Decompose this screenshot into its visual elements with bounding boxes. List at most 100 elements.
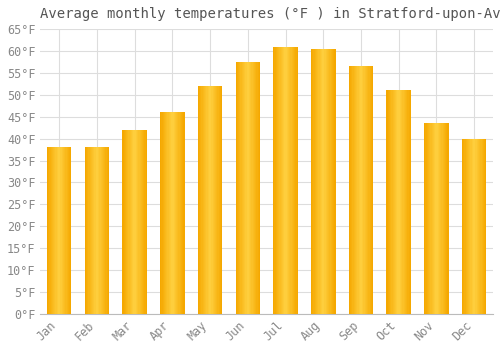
Bar <box>50 147 52 314</box>
Bar <box>352 66 354 314</box>
Bar <box>104 147 106 314</box>
Bar <box>372 66 374 314</box>
Bar <box>208 86 209 314</box>
Bar <box>293 47 294 314</box>
Bar <box>180 112 181 314</box>
Bar <box>276 47 277 314</box>
Bar <box>360 66 361 314</box>
Bar <box>440 123 442 314</box>
Bar <box>215 86 216 314</box>
Bar <box>406 90 407 314</box>
Bar <box>52 147 53 314</box>
Bar <box>470 139 472 314</box>
Bar <box>444 123 445 314</box>
Bar <box>181 112 182 314</box>
Bar <box>175 112 176 314</box>
Bar <box>472 139 473 314</box>
Bar <box>394 90 395 314</box>
Bar <box>286 47 287 314</box>
Bar <box>242 62 243 314</box>
Bar <box>200 86 202 314</box>
Bar <box>434 123 436 314</box>
Bar <box>479 139 480 314</box>
Bar <box>311 49 312 314</box>
Bar <box>128 130 130 314</box>
Bar <box>63 147 64 314</box>
Bar <box>259 62 260 314</box>
Bar <box>468 139 469 314</box>
Bar <box>277 47 278 314</box>
Bar <box>361 66 362 314</box>
Bar <box>221 86 222 314</box>
Bar <box>314 49 316 314</box>
Bar <box>274 47 298 314</box>
Bar <box>358 66 360 314</box>
Bar <box>432 123 433 314</box>
Bar <box>96 147 97 314</box>
Bar <box>220 86 221 314</box>
Bar <box>236 62 260 314</box>
Bar <box>236 62 237 314</box>
Bar <box>140 130 142 314</box>
Bar <box>326 49 327 314</box>
Bar <box>464 139 466 314</box>
Bar <box>433 123 434 314</box>
Bar <box>202 86 204 314</box>
Bar <box>90 147 91 314</box>
Bar <box>182 112 184 314</box>
Bar <box>138 130 140 314</box>
Bar <box>93 147 94 314</box>
Bar <box>62 147 63 314</box>
Bar <box>398 90 400 314</box>
Bar <box>392 90 394 314</box>
Bar <box>332 49 333 314</box>
Bar <box>402 90 404 314</box>
Bar <box>324 49 326 314</box>
Bar <box>476 139 478 314</box>
Bar <box>462 139 486 314</box>
Bar <box>278 47 280 314</box>
Bar <box>64 147 66 314</box>
Bar <box>136 130 137 314</box>
Bar <box>466 139 467 314</box>
Bar <box>216 86 218 314</box>
Bar <box>312 49 314 314</box>
Bar <box>429 123 430 314</box>
Bar <box>102 147 103 314</box>
Bar <box>482 139 483 314</box>
Bar <box>462 139 463 314</box>
Bar <box>351 66 352 314</box>
Bar <box>292 47 293 314</box>
Bar <box>140 130 141 314</box>
Bar <box>280 47 282 314</box>
Bar <box>330 49 332 314</box>
Bar <box>132 130 134 314</box>
Bar <box>354 66 355 314</box>
Bar <box>370 66 371 314</box>
Bar <box>398 90 399 314</box>
Bar <box>290 47 292 314</box>
Bar <box>210 86 212 314</box>
Bar <box>243 62 244 314</box>
Bar <box>410 90 411 314</box>
Bar <box>84 147 109 314</box>
Bar <box>317 49 318 314</box>
Bar <box>53 147 54 314</box>
Bar <box>84 147 86 314</box>
Bar <box>348 66 374 314</box>
Bar <box>126 130 128 314</box>
Bar <box>239 62 240 314</box>
Bar <box>405 90 406 314</box>
Bar <box>206 86 208 314</box>
Bar <box>59 147 60 314</box>
Bar <box>287 47 288 314</box>
Bar <box>98 147 100 314</box>
Bar <box>348 66 350 314</box>
Bar <box>362 66 364 314</box>
Bar <box>438 123 439 314</box>
Bar <box>386 90 411 314</box>
Bar <box>137 130 138 314</box>
Bar <box>144 130 146 314</box>
Bar <box>94 147 96 314</box>
Bar <box>106 147 108 314</box>
